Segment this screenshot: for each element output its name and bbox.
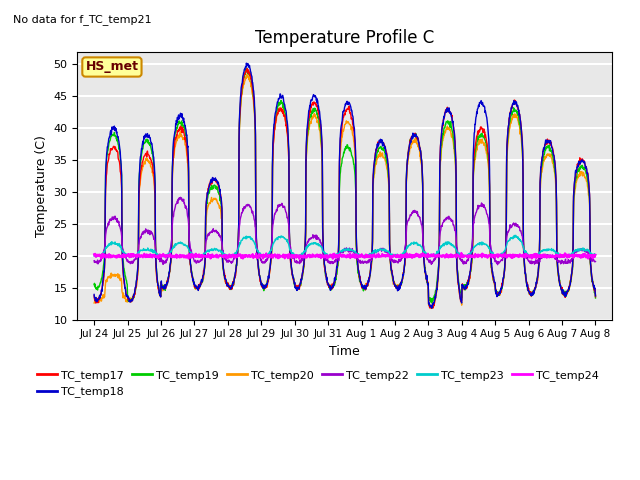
- TC_temp22: [202, 239, 210, 245]
- TC_temp23: [512, 232, 520, 238]
- TC_temp23: [326, 254, 333, 260]
- TC_temp18: [532, 281, 540, 287]
- TC_temp23: [422, 250, 430, 256]
- Line: TC_temp17: TC_temp17: [94, 69, 595, 308]
- Legend: TC_temp17, TC_temp18, TC_temp19, TC_temp20, TC_temp22, TC_temp23, TC_temp24: TC_temp17, TC_temp18, TC_temp19, TC_temp…: [33, 365, 604, 402]
- TC_temp20: [90, 300, 98, 306]
- TC_temp20: [429, 305, 436, 311]
- TC_temp24: [90, 252, 98, 257]
- TC_temp24: [591, 252, 599, 258]
- Line: TC_temp20: TC_temp20: [94, 75, 595, 308]
- TC_temp23: [90, 253, 98, 259]
- TC_temp17: [426, 305, 434, 311]
- TC_temp19: [591, 295, 599, 301]
- TC_temp24: [202, 254, 209, 260]
- TC_temp18: [428, 305, 436, 311]
- TC_temp20: [532, 280, 540, 286]
- TC_temp23: [189, 252, 197, 257]
- TC_temp18: [189, 276, 197, 282]
- Line: TC_temp23: TC_temp23: [94, 235, 595, 257]
- TC_temp17: [488, 271, 496, 276]
- X-axis label: Time: Time: [330, 345, 360, 358]
- Y-axis label: Temperature (C): Temperature (C): [35, 135, 48, 237]
- TC_temp17: [90, 293, 98, 299]
- TC_temp24: [532, 255, 540, 261]
- TC_temp18: [90, 291, 98, 297]
- TC_temp24: [189, 252, 197, 258]
- TC_temp19: [422, 276, 430, 281]
- Line: TC_temp24: TC_temp24: [94, 253, 595, 259]
- TC_temp22: [258, 259, 266, 264]
- TC_temp19: [90, 282, 98, 288]
- TC_temp18: [488, 269, 496, 275]
- TC_temp19: [202, 219, 209, 225]
- TC_temp22: [422, 253, 430, 259]
- TC_temp20: [243, 72, 250, 78]
- TC_temp22: [493, 262, 501, 267]
- TC_temp24: [258, 252, 266, 258]
- TC_temp19: [243, 65, 251, 71]
- TC_temp18: [591, 293, 599, 299]
- TC_temp23: [532, 252, 540, 257]
- Title: Temperature Profile C: Temperature Profile C: [255, 29, 435, 48]
- TC_temp19: [488, 271, 496, 276]
- TC_temp22: [90, 258, 98, 264]
- TC_temp24: [296, 256, 303, 262]
- TC_temp19: [258, 283, 266, 289]
- TC_temp17: [591, 294, 599, 300]
- TC_temp19: [189, 280, 197, 286]
- TC_temp22: [177, 194, 184, 200]
- TC_temp20: [202, 226, 209, 232]
- TC_temp17: [189, 279, 197, 285]
- TC_temp20: [591, 293, 599, 299]
- TC_temp23: [258, 252, 266, 258]
- Line: TC_temp18: TC_temp18: [94, 63, 595, 308]
- TC_temp17: [532, 281, 540, 287]
- TC_temp19: [428, 300, 436, 306]
- TC_temp22: [190, 256, 198, 262]
- TC_temp24: [488, 254, 496, 260]
- TC_temp19: [532, 280, 540, 286]
- TC_temp23: [591, 252, 599, 258]
- TC_temp24: [422, 252, 430, 258]
- TC_temp24: [458, 250, 465, 256]
- Text: HS_met: HS_met: [85, 60, 138, 73]
- TC_temp18: [422, 276, 430, 282]
- TC_temp20: [422, 276, 430, 281]
- TC_temp20: [488, 270, 496, 276]
- TC_temp18: [202, 214, 209, 219]
- Text: No data for f_TC_temp21: No data for f_TC_temp21: [13, 14, 152, 25]
- TC_temp23: [488, 251, 496, 256]
- TC_temp22: [532, 260, 540, 265]
- TC_temp17: [202, 215, 209, 220]
- TC_temp18: [243, 60, 250, 66]
- TC_temp20: [258, 283, 266, 288]
- Line: TC_temp22: TC_temp22: [94, 197, 595, 264]
- TC_temp22: [488, 250, 496, 256]
- TC_temp20: [189, 278, 197, 284]
- TC_temp17: [243, 66, 251, 72]
- Line: TC_temp19: TC_temp19: [94, 68, 595, 303]
- TC_temp17: [258, 284, 266, 290]
- TC_temp23: [202, 250, 209, 256]
- TC_temp17: [422, 277, 430, 283]
- TC_temp18: [258, 282, 266, 288]
- TC_temp22: [591, 259, 599, 264]
